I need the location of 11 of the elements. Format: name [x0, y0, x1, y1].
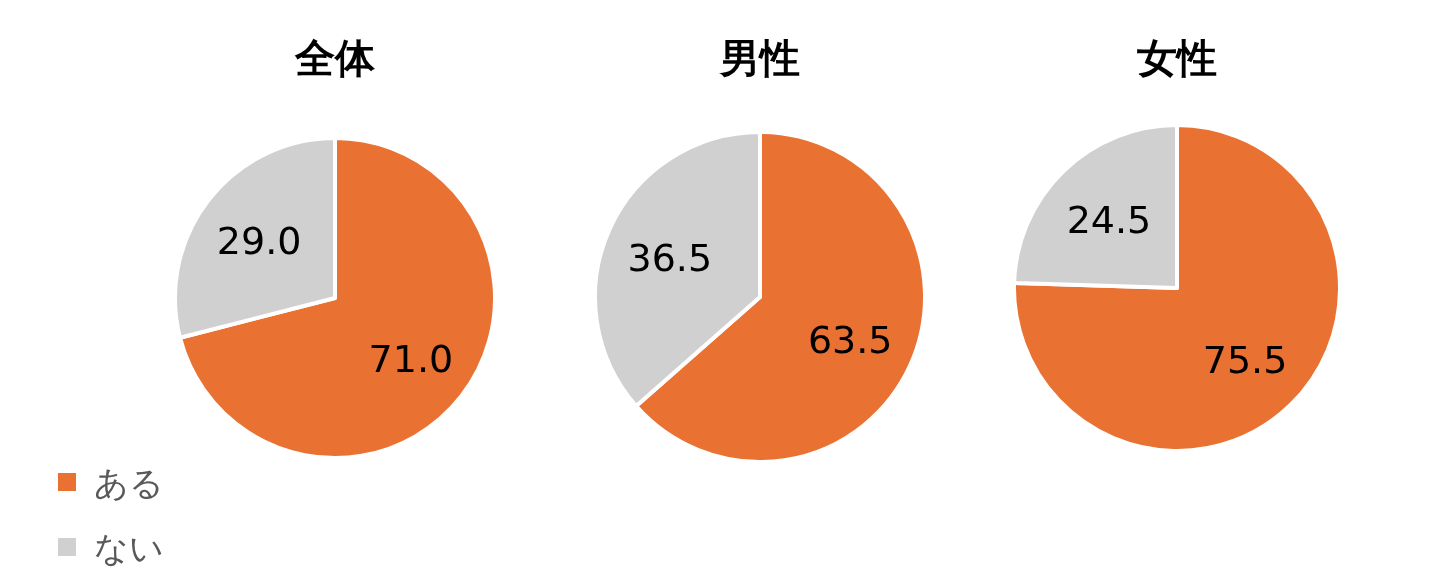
chart-title: 全体 — [294, 35, 376, 81]
data-label: 63.5 — [807, 317, 893, 362]
data-label: 75.5 — [1202, 338, 1288, 383]
legend-label: ない — [94, 528, 164, 568]
chart-title: 男性 — [719, 35, 800, 81]
data-label: 71.0 — [368, 336, 454, 381]
data-label: 29.0 — [216, 219, 302, 264]
legend-label: ある — [94, 463, 164, 503]
chart-title: 女性 — [1137, 35, 1217, 81]
data-label: 24.5 — [1066, 197, 1152, 242]
data-label: 36.5 — [627, 236, 713, 281]
